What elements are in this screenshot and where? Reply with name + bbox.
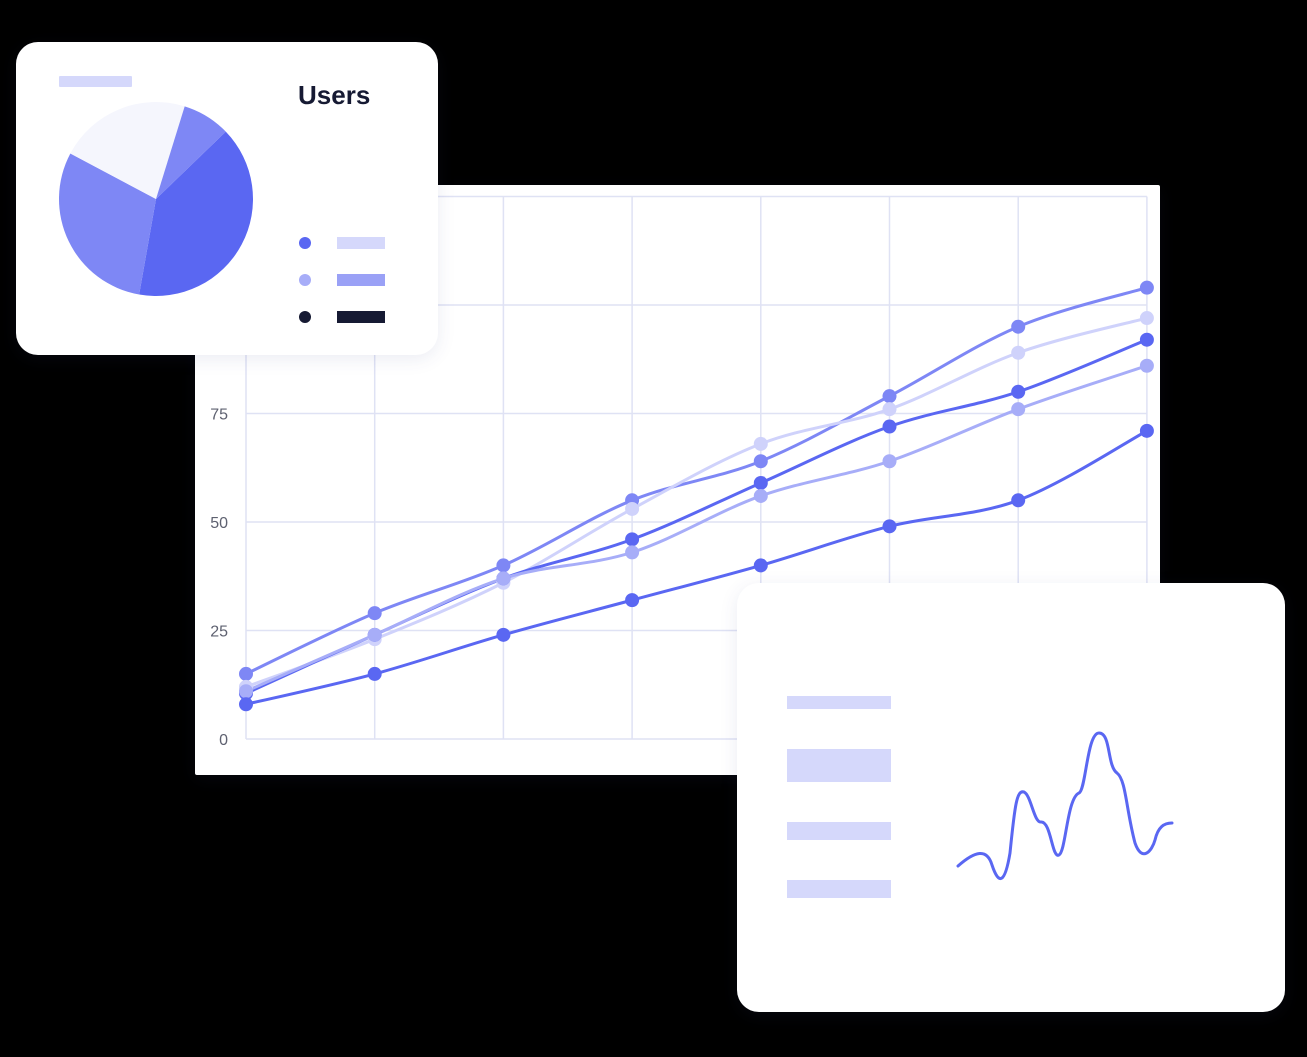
series-1-point	[1011, 319, 1026, 334]
legend-dot	[299, 237, 311, 249]
card-header-placeholder	[59, 76, 132, 87]
series-3-point	[625, 532, 640, 547]
series-3-point	[1139, 332, 1154, 347]
placeholder-row	[787, 696, 891, 709]
series-1-point	[367, 606, 382, 621]
series-2-point	[1139, 311, 1154, 326]
series-3-point	[753, 475, 768, 490]
series-1-point	[1139, 280, 1154, 295]
y-tick-label: 50	[210, 515, 228, 532]
series-4-point	[882, 454, 897, 469]
legend-label-placeholder	[337, 237, 385, 249]
series-4-point	[239, 684, 253, 699]
placeholder-row	[787, 822, 891, 840]
series-4-point	[496, 571, 511, 586]
series-2-point	[625, 501, 640, 516]
series-5-point	[1139, 423, 1154, 438]
pie-slice-3	[70, 102, 185, 199]
series-5-point	[367, 666, 382, 681]
y-tick-label: 75	[210, 407, 228, 424]
series-4-point	[753, 488, 768, 503]
legend-dot	[299, 274, 311, 286]
series-4-point	[1139, 358, 1154, 373]
series-line-4	[244, 364, 1149, 693]
legend-label-placeholder	[337, 311, 385, 323]
series-2-point	[1011, 345, 1026, 360]
pie-slice-1	[139, 131, 254, 296]
y-tick-label: 25	[210, 624, 228, 641]
series-4-point	[625, 545, 640, 560]
line-chart: 0 25 50 75	[210, 195, 1154, 749]
series-5-point	[1011, 493, 1026, 508]
legend-label-placeholder	[337, 274, 385, 286]
series-2-point	[753, 436, 768, 451]
series-5-point	[496, 627, 511, 642]
series-2-point	[882, 402, 897, 417]
series-1-point	[239, 666, 253, 681]
series-3-point	[1011, 384, 1026, 399]
y-tick-label: 0	[219, 732, 228, 749]
pie-slice-2	[58, 153, 156, 295]
series-5-point	[753, 558, 768, 573]
legend-dot	[299, 311, 311, 323]
series-4-point	[367, 627, 382, 642]
series-3-point	[882, 419, 897, 434]
series-1-point	[753, 454, 768, 469]
series-line-2	[244, 316, 1149, 689]
sparkline-card	[737, 583, 1285, 1012]
series-4-point	[1011, 402, 1026, 417]
series-5-point	[239, 697, 253, 712]
series-5-point	[882, 519, 897, 534]
series-1-point	[882, 389, 897, 404]
users-pie-chart	[58, 102, 254, 296]
pie-slice-4	[156, 106, 226, 199]
sparkline-path	[956, 731, 1174, 880]
series-1-point	[496, 558, 511, 573]
users-card: Users	[16, 42, 438, 355]
placeholder-row	[787, 880, 891, 898]
series-line-1	[244, 286, 1149, 676]
users-title: Users	[298, 80, 371, 110]
placeholder-row	[787, 749, 891, 782]
series-5-point	[625, 593, 640, 608]
sparkline	[956, 731, 1174, 880]
